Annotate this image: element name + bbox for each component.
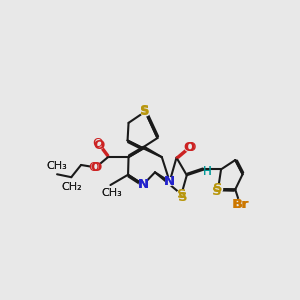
- Text: O: O: [93, 137, 103, 150]
- Circle shape: [95, 142, 103, 149]
- Text: O: O: [88, 161, 98, 174]
- Circle shape: [141, 107, 150, 116]
- Text: N: N: [138, 178, 149, 191]
- Circle shape: [177, 190, 186, 199]
- Circle shape: [92, 164, 100, 171]
- Text: S: S: [178, 191, 188, 204]
- Text: CH₃: CH₃: [101, 188, 122, 198]
- Text: H: H: [202, 165, 211, 178]
- Circle shape: [166, 178, 174, 185]
- Text: Br: Br: [232, 198, 248, 211]
- Circle shape: [214, 184, 223, 193]
- Text: S: S: [140, 105, 150, 118]
- Text: O: O: [185, 141, 196, 154]
- Text: CH₃: CH₃: [47, 161, 68, 171]
- Text: Br: Br: [233, 198, 250, 211]
- Text: CH₃: CH₃: [101, 188, 122, 198]
- Text: O: O: [90, 161, 101, 174]
- Text: S: S: [213, 182, 223, 195]
- Text: S: S: [212, 185, 222, 198]
- Text: CH₂: CH₂: [61, 182, 82, 192]
- Circle shape: [139, 181, 147, 188]
- Text: N: N: [164, 175, 175, 188]
- Text: H: H: [202, 165, 211, 178]
- Text: O: O: [183, 141, 194, 154]
- Text: N: N: [138, 178, 149, 191]
- Text: N: N: [164, 175, 175, 188]
- Text: CH₃: CH₃: [47, 161, 68, 171]
- Text: O: O: [94, 139, 105, 152]
- Circle shape: [235, 199, 245, 210]
- Circle shape: [185, 143, 193, 151]
- Text: CH₂: CH₂: [61, 182, 82, 192]
- Text: S: S: [140, 104, 150, 117]
- Text: S: S: [177, 188, 186, 201]
